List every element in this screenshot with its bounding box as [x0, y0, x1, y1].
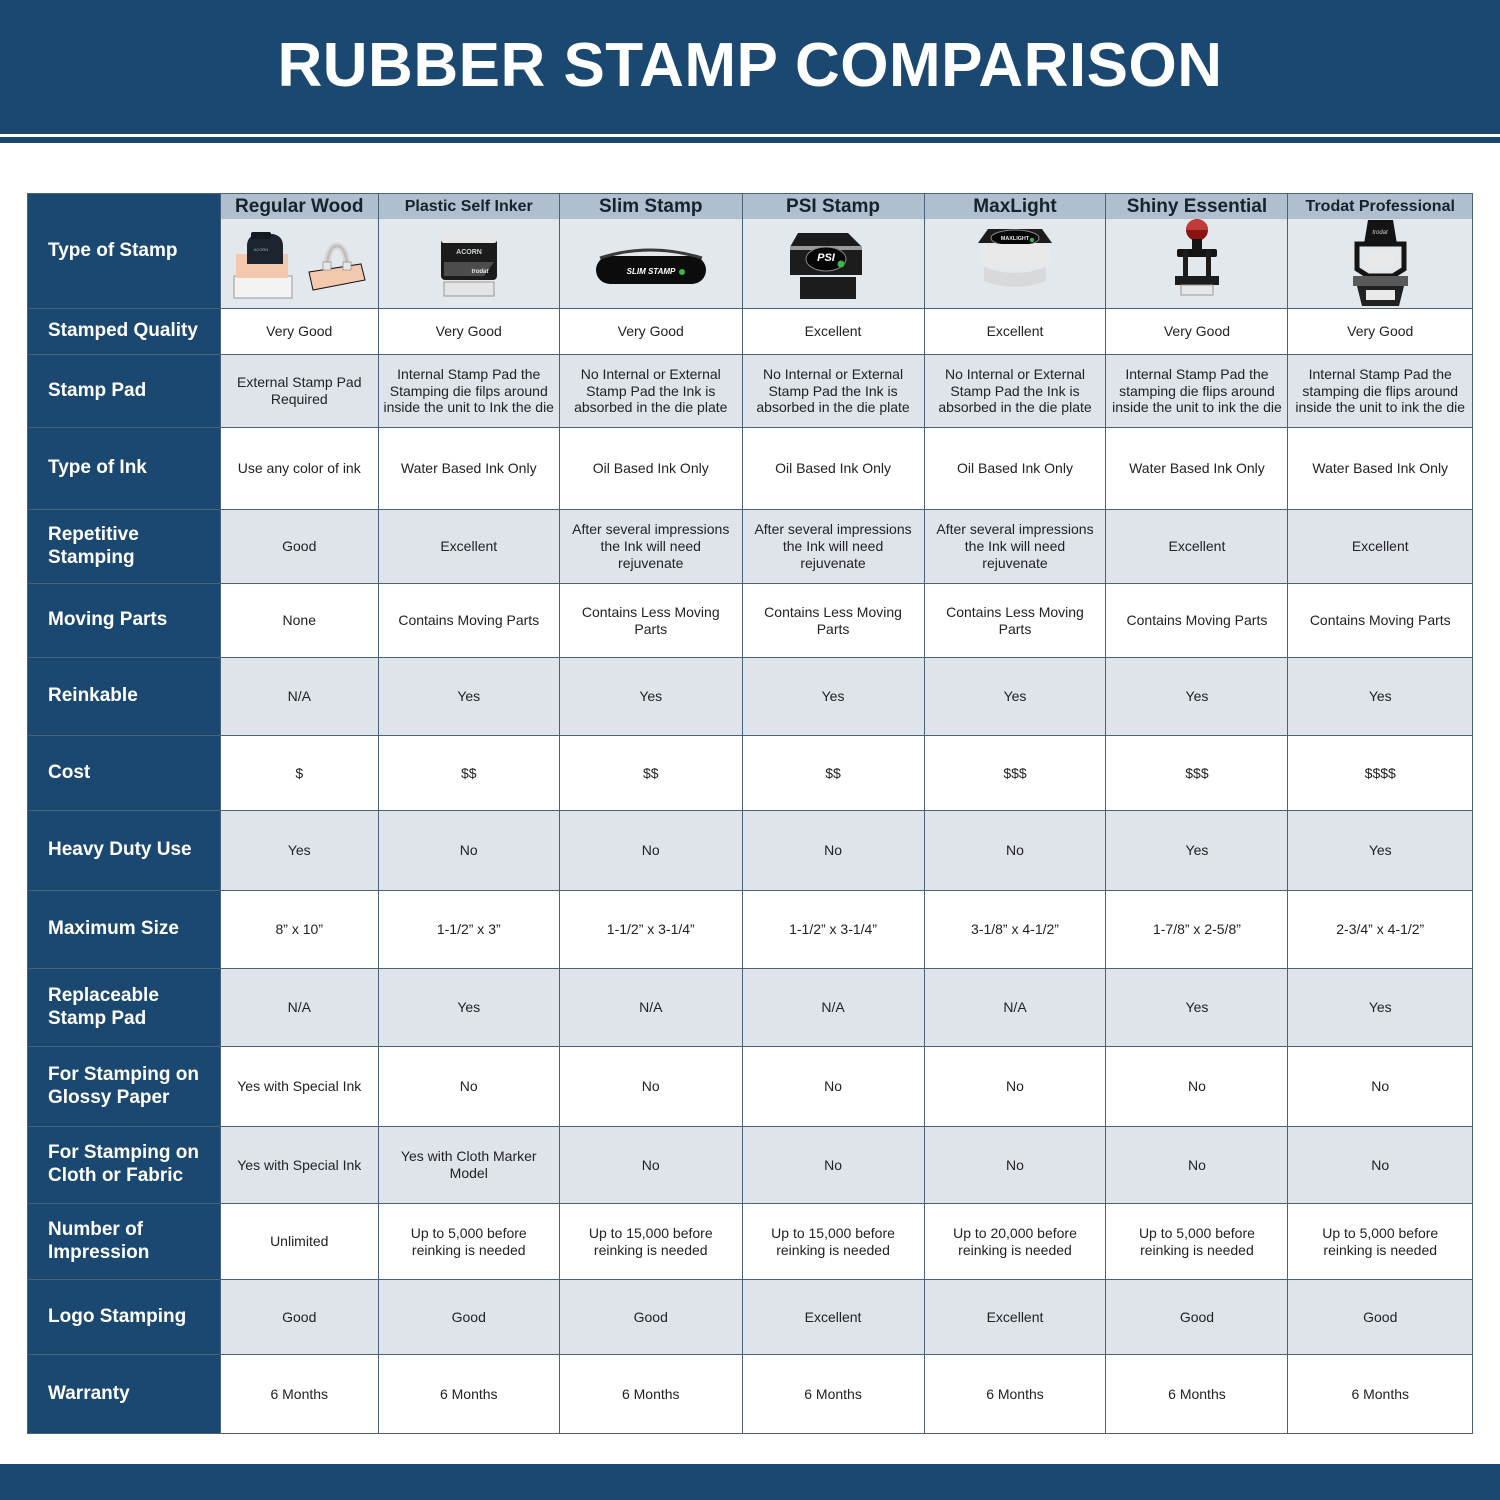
svg-text:ACORN: ACORN	[254, 247, 269, 252]
svg-text:trodat: trodat	[1372, 230, 1388, 236]
svg-text:trodat: trodat	[471, 269, 489, 275]
svg-text:MAXLIGHT: MAXLIGHT	[1001, 236, 1030, 242]
svg-text:PSI: PSI	[817, 252, 836, 264]
svg-text:ACORN: ACORN	[456, 249, 482, 256]
svg-text:SLIM STAMP: SLIM STAMP	[626, 267, 675, 276]
